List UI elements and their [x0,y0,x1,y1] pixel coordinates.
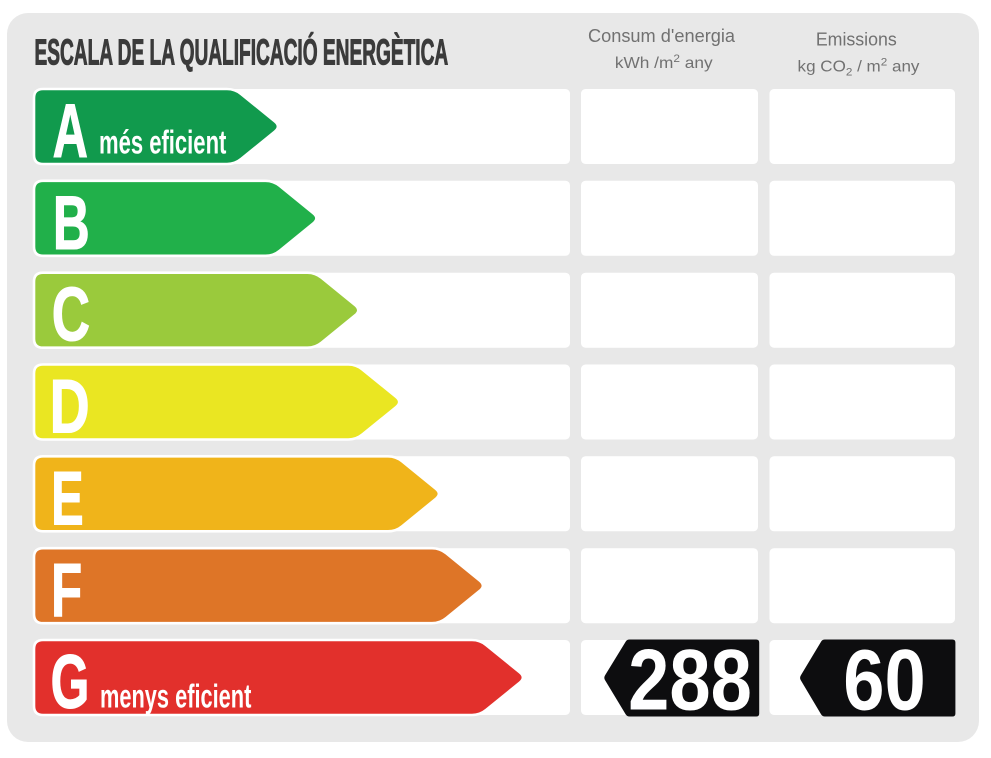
svg-text:B: B [53,180,90,266]
svg-text:288: 288 [628,632,752,729]
svg-text:F: F [51,547,82,633]
svg-text:D: D [50,365,90,450]
svg-text:C: C [52,272,90,357]
svg-text:kWh /m2 any: kWh /m2 any [615,54,713,72]
svg-text:G: G [51,639,90,724]
svg-text:A: A [53,88,88,174]
svg-text:kg CO2 / m2 any: kg CO2 / m2 any [798,57,921,79]
svg-text:E: E [51,455,84,541]
svg-text:Emissions: Emissions [816,29,897,49]
svg-text:60: 60 [843,632,925,729]
svg-text:menys eficient: menys eficient [100,676,252,714]
svg-text:més eficient: més eficient [99,124,227,162]
svg-text:Consum d'energia: Consum d'energia [588,25,736,46]
svg-text:ESCALA DE LA QUALIFICACIÓ ENER: ESCALA DE LA QUALIFICACIÓ ENERGÈTICA [35,31,449,73]
